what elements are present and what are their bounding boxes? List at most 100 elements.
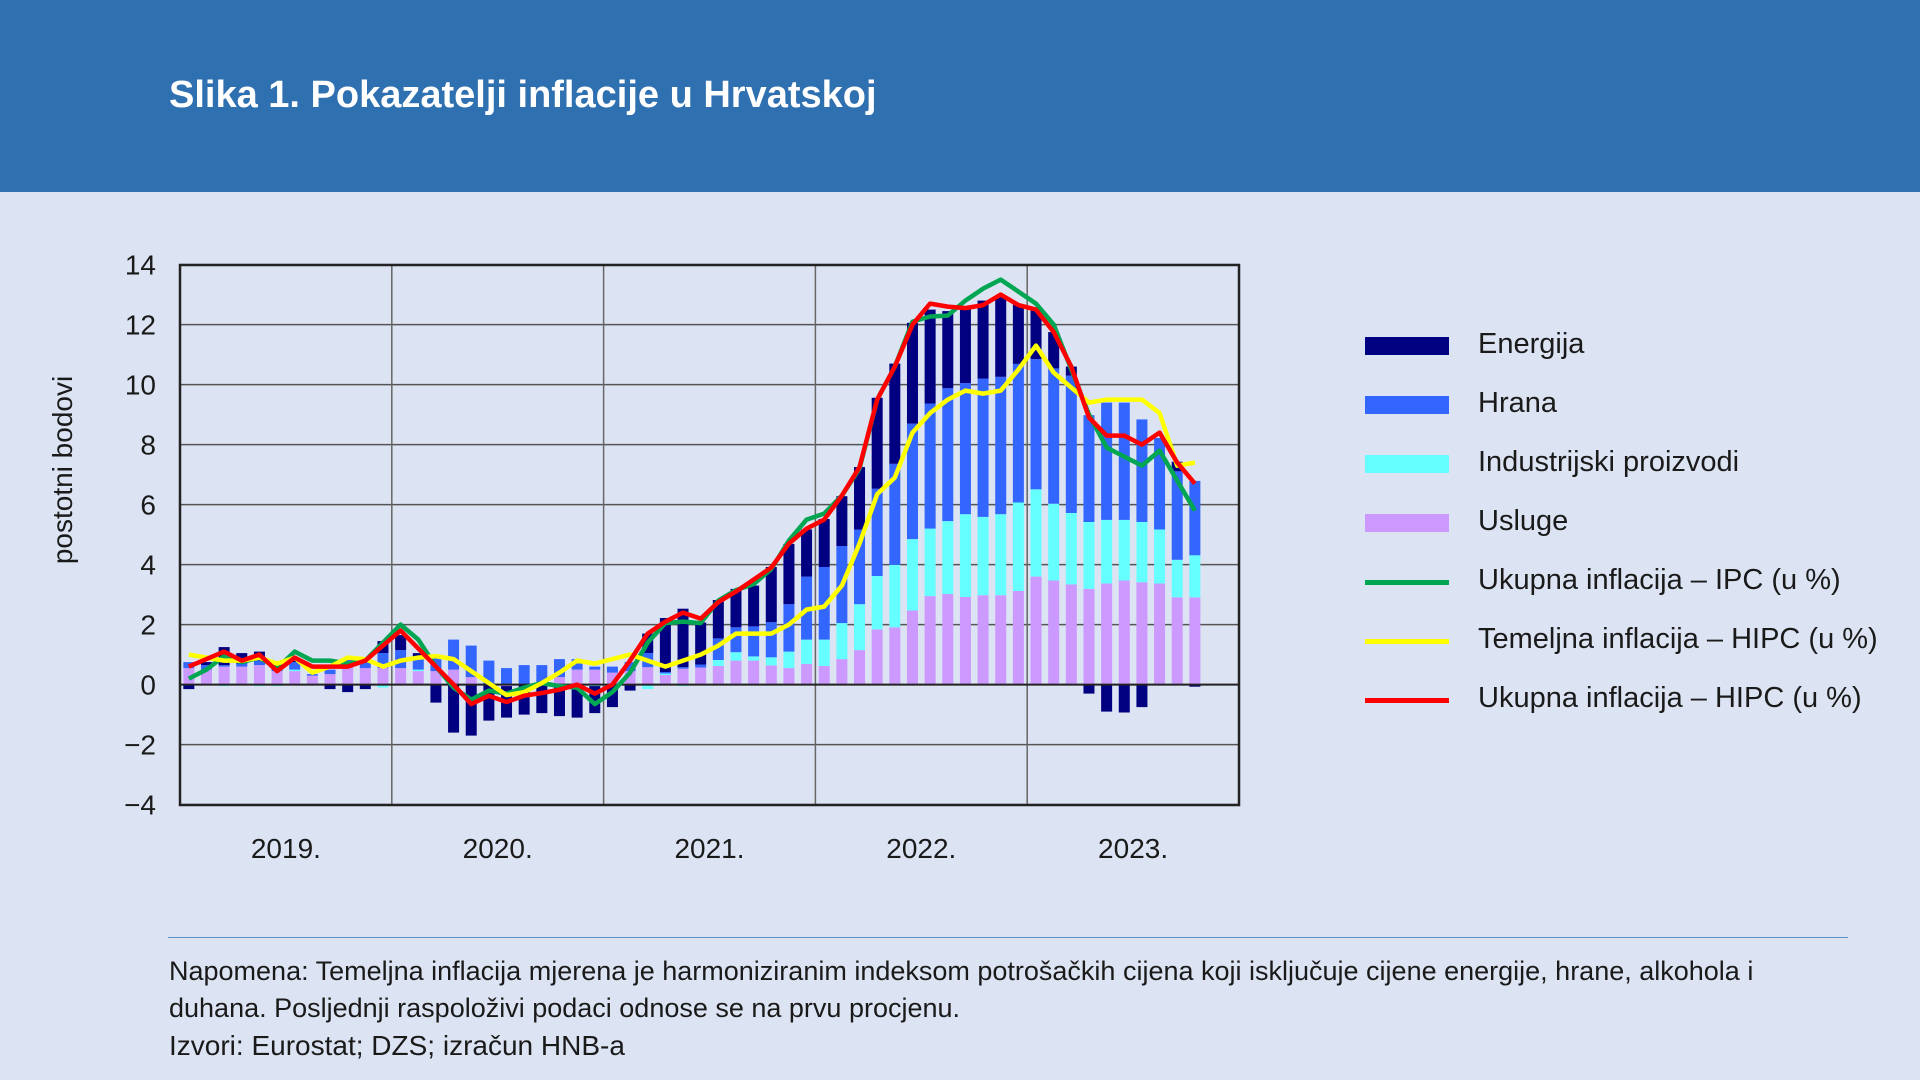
bar-usluge: [1171, 597, 1183, 685]
x-tick-label: 2019.: [251, 833, 321, 864]
y-tick-labels: 14 12 10 8 6 4 2 0 −2 −4: [124, 250, 156, 821]
legend-line: [1365, 580, 1449, 585]
bar-usluge: [1101, 583, 1113, 685]
bar-hrana: [483, 660, 495, 685]
line-ukupna-hipc: [187, 292, 1197, 707]
bar-energija: [483, 684, 495, 721]
bar-industrijski-proizvodi: [1118, 519, 1130, 581]
bar-energija: [536, 684, 548, 714]
bar-energija: [783, 543, 795, 605]
bar-usluge: [995, 595, 1007, 685]
chart: 14 12 10 8 6 4 2 0 −2 −4 2019. 2020. 2021. 2022. 2023…: [47, 250, 1241, 864]
bar-energija: [518, 684, 530, 715]
note-line-1: Napomena: Temeljna inflacija mjerena je …: [169, 956, 1754, 986]
bar-energija: [889, 363, 901, 464]
bar-hrana: [995, 376, 1007, 515]
bar-energija: [959, 307, 971, 384]
bar-usluge: [553, 677, 565, 685]
bar-industrijski-proizvodi: [889, 564, 901, 628]
bar-energija: [659, 618, 671, 672]
separator: [168, 937, 1848, 938]
bar-hrana: [1012, 363, 1024, 503]
legend-label: Industrijski proizvodi: [1478, 446, 1740, 478]
bar-hrana: [1083, 415, 1095, 522]
bar-industrijski-proizvodi: [1030, 489, 1042, 577]
bar-energija: [553, 684, 565, 717]
x-tick-labels: 2019. 2020. 2021. 2022. 2023.: [251, 833, 1168, 864]
bar-usluge: [218, 666, 230, 685]
bar-industrijski-proizvodi: [748, 656, 760, 661]
bar-usluge: [465, 677, 477, 685]
bar-industrijski-proizvodi: [1136, 522, 1148, 583]
bar-hrana: [1048, 368, 1060, 504]
bar-hrana: [571, 659, 583, 670]
lines: [187, 277, 1197, 707]
bar-usluge: [606, 672, 618, 685]
bar-usluge: [377, 668, 389, 685]
bar-energija: [1189, 684, 1201, 687]
bar-energija: [818, 519, 830, 567]
bar-usluge: [430, 671, 442, 685]
bar-industrijski-proizvodi: [1101, 519, 1113, 584]
bar-usluge: [871, 629, 883, 685]
bar-industrijski-proizvodi: [924, 528, 936, 597]
bar-energija: [977, 300, 989, 379]
note-line-2: duhana. Posljednji raspoloživi podaci od…: [169, 993, 961, 1023]
bar-usluge: [677, 668, 689, 685]
legend-swatch: [1365, 455, 1449, 473]
bar-energija: [871, 397, 883, 489]
bar-energija: [748, 585, 760, 627]
y-tick-label: 4: [140, 550, 156, 581]
bar-usluge: [571, 669, 583, 685]
bar-hrana: [871, 488, 883, 576]
bar-usluge: [1012, 591, 1024, 685]
bar-usluge: [448, 669, 460, 685]
bar-usluge: [1154, 583, 1166, 685]
bar-industrijski-proizvodi: [995, 514, 1007, 596]
x-tick-label: 2022.: [886, 833, 956, 864]
bar-hrana: [624, 662, 636, 672]
legend-item: Usluge: [1365, 503, 1920, 543]
bar-industrijski-proizvodi: [730, 652, 742, 661]
bar-usluge: [359, 668, 371, 685]
y-axis-label: postotni bodovi: [47, 376, 78, 564]
bar-usluge: [924, 596, 936, 685]
bar-usluge: [730, 660, 742, 685]
bar-energija: [1101, 684, 1113, 712]
bar-hrana: [906, 423, 918, 540]
legend-line: [1365, 698, 1449, 703]
bar-industrijski-proizvodi: [783, 651, 795, 669]
sources: Izvori: Eurostat; DZS; izračun HNB-a: [169, 1030, 625, 1061]
bar-energija: [448, 684, 460, 733]
figure-title: Slika 1. Pokazatelji inflacije u Hrvatsk…: [169, 74, 877, 116]
legend-line: [1365, 639, 1449, 644]
bar-industrijski-proizvodi: [1189, 555, 1201, 598]
x-tick-label: 2021.: [674, 833, 744, 864]
bar-hrana: [589, 666, 601, 670]
bar-usluge: [712, 666, 724, 685]
bar-hrana: [977, 378, 989, 517]
bar-industrijski-proizvodi: [1048, 503, 1060, 581]
bar-energija: [1012, 304, 1024, 364]
bar-energija: [1030, 309, 1042, 360]
bar-usluge: [324, 674, 336, 685]
bar-usluge: [1065, 584, 1077, 685]
bar-industrijski-proizvodi: [1083, 522, 1095, 589]
bar-hrana: [412, 657, 424, 670]
bar-energija: [430, 684, 442, 703]
y-tick-label: 12: [125, 310, 156, 341]
bar-usluge: [1030, 576, 1042, 685]
bar-energija: [289, 660, 301, 663]
bar-energija: [624, 684, 636, 691]
bar-energija: [606, 684, 618, 708]
bar-energija: [1118, 684, 1130, 713]
bar-usluge: [624, 671, 636, 685]
legend-label: Ukupna inflacija – IPC (u %): [1478, 564, 1841, 596]
legend-item: Temeljna inflacija – HIPC (u %): [1365, 621, 1920, 661]
y-tick-label: 8: [140, 430, 156, 461]
bar-hrana: [959, 383, 971, 515]
bar-usluge: [1118, 580, 1130, 685]
bar-industrijski-proizvodi: [377, 684, 389, 688]
bar-usluge: [906, 610, 918, 685]
bar-hrana: [730, 627, 742, 653]
